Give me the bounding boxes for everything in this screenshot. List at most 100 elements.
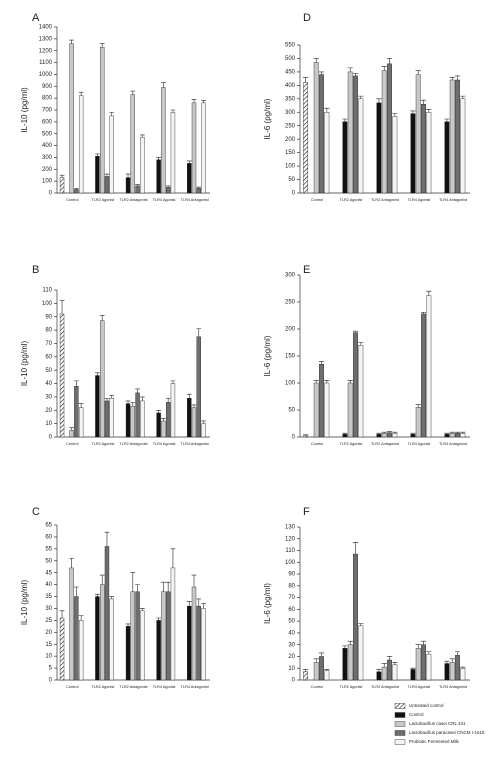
bar bbox=[191, 586, 197, 681]
bar bbox=[130, 94, 135, 194]
bar bbox=[201, 102, 206, 194]
bar bbox=[449, 433, 455, 438]
bar bbox=[387, 659, 392, 681]
error-bar bbox=[73, 380, 79, 387]
error-bar bbox=[69, 558, 74, 568]
bar bbox=[191, 407, 197, 438]
error-bar bbox=[386, 656, 393, 660]
error-bar bbox=[99, 43, 105, 48]
error-bar bbox=[95, 153, 100, 157]
bar bbox=[109, 115, 114, 194]
bar bbox=[444, 434, 450, 438]
error-bar bbox=[324, 669, 330, 671]
y-tick-label: 10 bbox=[45, 421, 52, 427]
panel-letter: B bbox=[32, 264, 39, 276]
error-bar bbox=[156, 409, 162, 413]
y-tick-label: 130 bbox=[285, 525, 296, 531]
error-bar bbox=[460, 95, 466, 99]
bar bbox=[319, 656, 324, 681]
bar bbox=[59, 617, 65, 681]
y-tick-label: 20 bbox=[45, 630, 52, 636]
error-bar bbox=[376, 432, 382, 435]
error-bar bbox=[318, 361, 325, 365]
x-tick-label: TLR4 Agonist bbox=[408, 442, 432, 446]
y-tick-label: 400 bbox=[285, 83, 296, 89]
error-bar bbox=[313, 58, 319, 63]
legend-label: Probiotic Fermented Milk bbox=[409, 739, 460, 744]
y-tick-label: 100 bbox=[42, 301, 53, 307]
bar bbox=[421, 644, 426, 681]
bar bbox=[342, 648, 348, 681]
error-bar bbox=[392, 431, 398, 434]
error-bar bbox=[386, 58, 393, 64]
x-tick-label: TLR4 Antagonist bbox=[181, 685, 210, 689]
bar bbox=[100, 320, 105, 438]
bar bbox=[69, 43, 74, 194]
bar bbox=[196, 605, 201, 681]
bar bbox=[313, 382, 319, 438]
y-tick-label: 55 bbox=[45, 546, 52, 552]
panel-letter: D bbox=[303, 12, 311, 24]
error-bar bbox=[99, 315, 105, 321]
bar bbox=[392, 664, 398, 681]
error-bar bbox=[104, 397, 110, 401]
bar bbox=[358, 345, 364, 438]
error-bar bbox=[69, 427, 74, 431]
y-tick-label: 35 bbox=[45, 594, 52, 600]
bar bbox=[165, 186, 171, 194]
y-tick-label: 110 bbox=[285, 548, 295, 554]
error-bar bbox=[410, 110, 416, 114]
error-bar bbox=[95, 593, 100, 597]
bar bbox=[381, 433, 387, 438]
bar bbox=[426, 112, 432, 194]
error-bar bbox=[313, 380, 319, 383]
bar bbox=[376, 102, 382, 194]
bar bbox=[455, 79, 460, 194]
bar bbox=[303, 82, 309, 194]
bar bbox=[324, 382, 330, 438]
y-tick-label: 100 bbox=[285, 560, 296, 566]
y-tick-label: 100 bbox=[285, 381, 296, 387]
error-bar bbox=[201, 100, 206, 103]
y-tick-label: 0 bbox=[49, 435, 53, 441]
error-bar bbox=[125, 623, 131, 627]
error-bar bbox=[444, 660, 450, 664]
error-bar bbox=[69, 39, 74, 44]
y-tick-label: 150 bbox=[285, 150, 296, 156]
y-tick-label: 200 bbox=[285, 327, 296, 333]
y-tick-label: 30 bbox=[45, 606, 52, 612]
error-bar bbox=[352, 330, 359, 333]
y-axis-label: IL-10 (pg/ml) bbox=[20, 87, 29, 133]
bar bbox=[156, 412, 161, 438]
bar bbox=[392, 116, 398, 194]
bar bbox=[449, 662, 455, 681]
error-bar bbox=[302, 669, 309, 672]
error-bar bbox=[324, 107, 330, 113]
error-bar bbox=[415, 404, 421, 408]
error-bar bbox=[392, 662, 398, 665]
x-tick-label: TLR2 Antagonist bbox=[119, 198, 148, 202]
x-tick-label: TLR4 Agonist bbox=[408, 198, 432, 202]
error-bar bbox=[170, 109, 176, 113]
error-bar bbox=[426, 651, 432, 655]
error-bar bbox=[302, 434, 309, 436]
error-bar bbox=[73, 586, 79, 597]
bar bbox=[347, 644, 353, 681]
error-bar bbox=[420, 640, 427, 645]
panel-letter: C bbox=[32, 506, 40, 518]
error-bar bbox=[191, 574, 197, 587]
y-tick-label: 60 bbox=[45, 354, 52, 360]
legend-label: Lactobacillus casei CRL 431 bbox=[409, 721, 466, 726]
bar bbox=[135, 185, 140, 194]
bar bbox=[125, 626, 131, 681]
error-bar bbox=[381, 66, 387, 71]
error-bar bbox=[358, 342, 364, 346]
error-bar bbox=[415, 70, 421, 75]
x-tick-label: TLR4 Antagonist bbox=[181, 198, 210, 202]
bar bbox=[170, 112, 176, 194]
bar bbox=[387, 63, 392, 194]
bar bbox=[353, 553, 358, 681]
error-bar bbox=[59, 610, 65, 618]
bar bbox=[125, 403, 131, 438]
